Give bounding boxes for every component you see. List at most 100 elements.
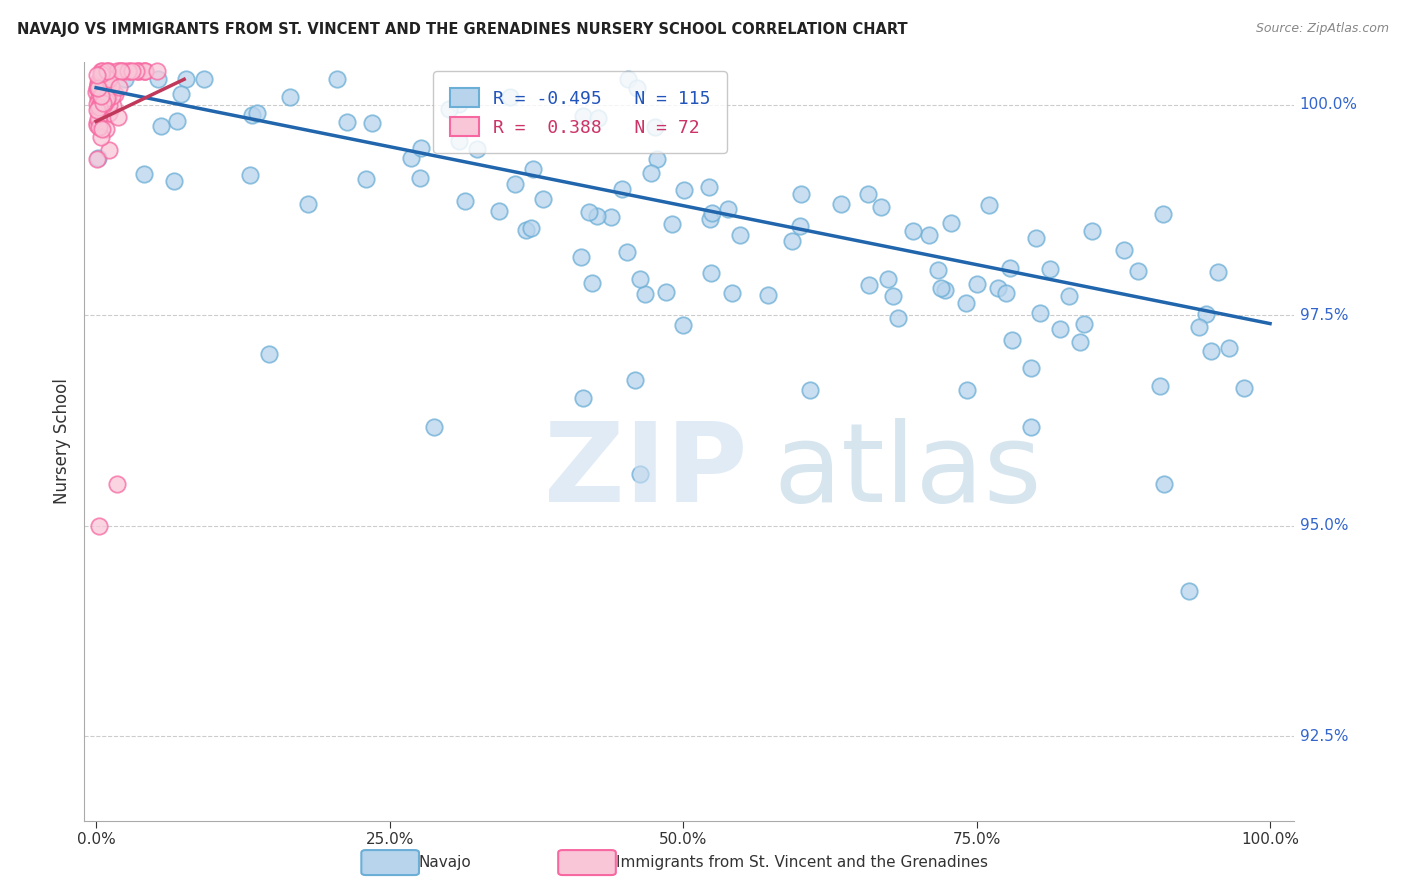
Point — [193, 72, 215, 87]
Point — [447, 134, 470, 148]
Point — [128, 63, 150, 78]
Point — [1152, 207, 1174, 221]
Point — [599, 210, 621, 224]
Point — [1081, 224, 1104, 238]
Point — [174, 72, 197, 87]
Point — [90, 86, 112, 100]
Point — [586, 111, 609, 125]
Point — [503, 177, 526, 191]
Point — [132, 63, 155, 78]
Point — [780, 234, 803, 248]
Point — [118, 63, 141, 78]
Point — [520, 220, 543, 235]
Point — [522, 161, 544, 176]
Point — [90, 63, 112, 78]
Point — [1069, 335, 1091, 350]
Point — [699, 180, 721, 194]
Point — [86, 80, 108, 95]
Point — [720, 286, 742, 301]
Point — [96, 75, 118, 89]
Point — [90, 63, 112, 78]
Point — [91, 122, 114, 136]
Point — [110, 63, 132, 78]
Point — [90, 93, 112, 107]
Point — [89, 104, 111, 119]
Point — [105, 63, 128, 78]
Point — [87, 80, 110, 95]
Point — [87, 116, 110, 130]
Point — [325, 72, 347, 87]
Point — [96, 63, 118, 78]
Point — [91, 65, 114, 79]
Text: Source: ZipAtlas.com: Source: ZipAtlas.com — [1256, 22, 1389, 36]
Point — [90, 130, 112, 145]
Point — [856, 186, 879, 201]
Point — [939, 216, 962, 230]
Point — [699, 212, 721, 227]
Text: 97.5%: 97.5% — [1299, 308, 1348, 323]
Point — [104, 87, 127, 102]
Point — [86, 68, 108, 82]
Point — [239, 168, 262, 182]
Point — [1149, 379, 1171, 393]
Point — [98, 106, 121, 120]
Point — [515, 223, 537, 237]
Point — [578, 204, 600, 219]
Point — [437, 103, 460, 117]
Point — [423, 420, 446, 434]
Point — [97, 71, 120, 86]
Point — [1112, 243, 1135, 257]
Point — [87, 81, 110, 95]
Point — [148, 72, 170, 87]
Text: 100.0%: 100.0% — [1299, 97, 1358, 112]
Point — [100, 78, 122, 93]
Text: Navajo: Navajo — [419, 855, 472, 870]
Point — [572, 109, 595, 123]
Point — [89, 518, 111, 533]
Point — [1039, 261, 1062, 276]
Point — [242, 108, 264, 122]
Point — [858, 278, 880, 293]
Point — [870, 200, 893, 214]
Point — [134, 63, 156, 78]
Text: Immigrants from St. Vincent and the Grenadines: Immigrants from St. Vincent and the Gren… — [616, 855, 988, 870]
Point — [645, 152, 668, 166]
Point — [117, 63, 139, 78]
Point — [86, 78, 108, 93]
Point — [673, 183, 696, 197]
Point — [356, 172, 378, 186]
Point — [124, 63, 146, 78]
Point — [86, 85, 108, 99]
Point — [1218, 342, 1240, 356]
Point — [628, 467, 651, 482]
Text: atlas: atlas — [773, 418, 1042, 525]
Point — [929, 281, 952, 295]
Point — [499, 90, 522, 104]
Point — [87, 112, 110, 126]
Point — [1021, 420, 1043, 434]
Point — [1178, 584, 1201, 599]
Point — [361, 116, 384, 130]
Point — [86, 152, 108, 166]
Point — [918, 228, 941, 243]
Point — [96, 90, 118, 104]
Point — [150, 119, 173, 133]
Point — [626, 81, 648, 95]
Point — [1073, 317, 1095, 331]
Point — [1233, 381, 1256, 395]
Point — [399, 151, 422, 165]
Point — [93, 89, 115, 103]
Point — [86, 103, 108, 117]
Point — [162, 174, 184, 188]
Point — [257, 347, 280, 361]
Point — [1019, 361, 1042, 376]
Point — [672, 318, 695, 332]
Point — [170, 87, 193, 101]
Point — [728, 227, 751, 242]
Point — [134, 63, 156, 78]
Text: 92.5%: 92.5% — [1299, 729, 1348, 744]
Point — [86, 116, 108, 130]
Point — [87, 91, 110, 105]
Point — [956, 383, 979, 397]
Point — [166, 114, 188, 128]
